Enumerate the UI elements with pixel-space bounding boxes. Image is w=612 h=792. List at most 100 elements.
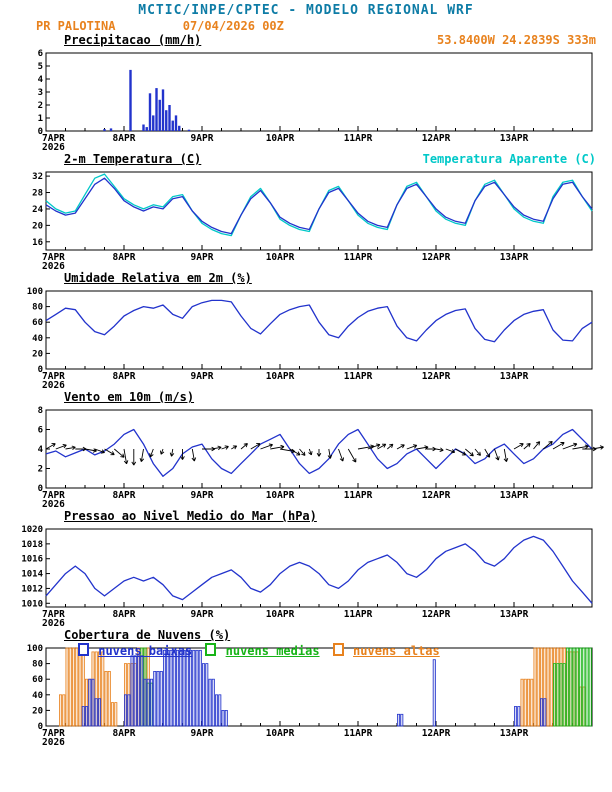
svg-text:7APR: 7APR: [42, 728, 65, 739]
svg-text:20: 20: [32, 706, 43, 716]
svg-text:2026: 2026: [42, 261, 65, 271]
svg-text:2026: 2026: [42, 737, 65, 747]
svg-text:8APR: 8APR: [113, 371, 136, 382]
svg-text:11APR: 11APR: [344, 133, 373, 144]
svg-text:13APR: 13APR: [500, 728, 529, 739]
panel-temperature: 2-m Temperatura (C) Temperatura Aparente…: [0, 152, 612, 271]
svg-text:32: 32: [32, 172, 43, 182]
svg-text:11APR: 11APR: [344, 609, 373, 620]
panel-precipitation: Precipitacao (mm/h) 53.8400W 24.2839S 33…: [0, 33, 612, 152]
svg-text:2026: 2026: [42, 380, 65, 390]
svg-text:11APR: 11APR: [344, 728, 373, 739]
svg-text:10APR: 10APR: [266, 371, 295, 382]
svg-text:40: 40: [32, 334, 43, 344]
svg-text:2: 2: [38, 465, 43, 475]
nuvens-altas-label: nuvens altas: [353, 644, 440, 658]
svg-text:9APR: 9APR: [191, 133, 214, 144]
svg-text:3: 3: [38, 88, 43, 98]
svg-text:0: 0: [38, 484, 43, 494]
svg-text:2026: 2026: [42, 499, 65, 509]
svg-text:28: 28: [32, 189, 43, 199]
svg-text:2026: 2026: [42, 618, 65, 628]
svg-text:0: 0: [38, 722, 43, 732]
svg-text:10APR: 10APR: [266, 728, 295, 739]
svg-text:4: 4: [38, 445, 44, 455]
svg-text:8APR: 8APR: [113, 133, 136, 144]
svg-text:20: 20: [32, 349, 43, 359]
svg-text:60: 60: [32, 675, 43, 685]
panel-temperature-titlerow: 2-m Temperatura (C) Temperatura Aparente…: [0, 152, 612, 167]
svg-text:6: 6: [38, 426, 43, 436]
svg-text:1014: 1014: [21, 570, 43, 580]
panel-title-humidity: Umidade Relativa em 2m (%): [64, 271, 252, 285]
panel-humidity: Umidade Relativa em 2m (%) 0 20 40 60 80 100 7…: [0, 271, 612, 390]
svg-text:12APR: 12APR: [422, 252, 451, 263]
cloud-legend: nuvens baixas nuvens medias nuvens altas: [72, 643, 440, 659]
svg-text:12APR: 12APR: [422, 133, 451, 144]
svg-text:13APR: 13APR: [500, 252, 529, 263]
svg-text:1010: 1010: [21, 599, 43, 609]
svg-text:9APR: 9APR: [191, 490, 214, 501]
svg-text:12APR: 12APR: [422, 609, 451, 620]
svg-text:13APR: 13APR: [500, 371, 529, 382]
svg-text:40: 40: [32, 691, 43, 701]
run-info-row: PR PALOTINA 07/04/2026 00Z: [0, 19, 612, 33]
svg-text:13APR: 13APR: [500, 133, 529, 144]
panel-precipitation-titlerow: Precipitacao (mm/h) 53.8400W 24.2839S 33…: [0, 33, 612, 48]
apparent-temperature-label: Temperatura Aparente (C): [422, 152, 596, 166]
svg-text:9APR: 9APR: [191, 609, 214, 620]
panel-wind: Vento em 10m (m/s) 0 2 4 6 8 7APR 2026 8APR 9APR…: [0, 390, 612, 509]
svg-text:8APR: 8APR: [113, 609, 136, 620]
svg-text:24: 24: [32, 205, 43, 215]
nuvens-baixas-label: nuvens baixas: [98, 644, 193, 658]
panel-clouds-titlerow: Cobertura de Nuvens (%) nuvens baixas nu…: [0, 628, 612, 658]
svg-text:10APR: 10APR: [266, 490, 295, 501]
svg-text:4: 4: [38, 75, 44, 85]
svg-text:100: 100: [27, 644, 43, 654]
panel-clouds: Cobertura de Nuvens (%) nuvens baixas nu…: [0, 628, 612, 747]
panel-title-temperature: 2-m Temperatura (C): [64, 152, 202, 166]
svg-text:8APR: 8APR: [113, 252, 136, 263]
svg-text:10APR: 10APR: [266, 133, 295, 144]
svg-text:10APR: 10APR: [266, 252, 295, 263]
panel-title-precipitation: Precipitacao (mm/h): [64, 33, 202, 47]
svg-text:2: 2: [38, 101, 43, 111]
svg-text:7APR: 7APR: [42, 252, 65, 263]
location-label: 53.8400W 24.2839S 333m: [437, 33, 596, 47]
svg-text:1018: 1018: [21, 540, 43, 550]
nuvens-medias-swatch-icon: [205, 643, 217, 656]
legend-nuvens-medias: nuvens medias: [205, 643, 320, 659]
svg-text:12APR: 12APR: [422, 490, 451, 501]
svg-text:9APR: 9APR: [191, 371, 214, 382]
svg-text:8: 8: [38, 406, 43, 416]
panel-title-wind: Vento em 10m (m/s): [64, 390, 195, 404]
page-title: MCTIC/INPE/CPTEC - MODELO REGIONAL WRF: [138, 3, 474, 18]
svg-text:8APR: 8APR: [113, 490, 136, 501]
svg-text:11APR: 11APR: [344, 490, 373, 501]
svg-text:0: 0: [38, 365, 43, 375]
panel-pressure-titlerow: Pressao ao Nivel Medio do Mar (hPa): [0, 509, 612, 524]
station-name: PR PALOTINA: [36, 19, 116, 33]
svg-text:0: 0: [38, 127, 43, 137]
svg-text:12APR: 12APR: [422, 371, 451, 382]
panel-pressure: Pressao ao Nivel Medio do Mar (hPa) 1010…: [0, 509, 612, 628]
svg-text:11APR: 11APR: [344, 371, 373, 382]
panel-title-pressure: Pressao ao Nivel Medio do Mar (hPa): [64, 509, 317, 523]
svg-text:7APR: 7APR: [42, 133, 65, 144]
svg-text:10APR: 10APR: [266, 609, 295, 620]
svg-text:6: 6: [38, 49, 43, 59]
legend-nuvens-altas: nuvens altas: [332, 643, 440, 659]
svg-text:8APR: 8APR: [113, 728, 136, 739]
svg-text:9APR: 9APR: [191, 728, 214, 739]
nuvens-baixas-swatch-icon: [78, 643, 89, 656]
nuvens-altas-swatch-icon: [332, 643, 344, 656]
run-datetime: 07/04/2026 00Z: [182, 19, 284, 33]
svg-text:1016: 1016: [21, 555, 43, 565]
svg-text:12APR: 12APR: [422, 728, 451, 739]
svg-text:1020: 1020: [21, 525, 43, 535]
